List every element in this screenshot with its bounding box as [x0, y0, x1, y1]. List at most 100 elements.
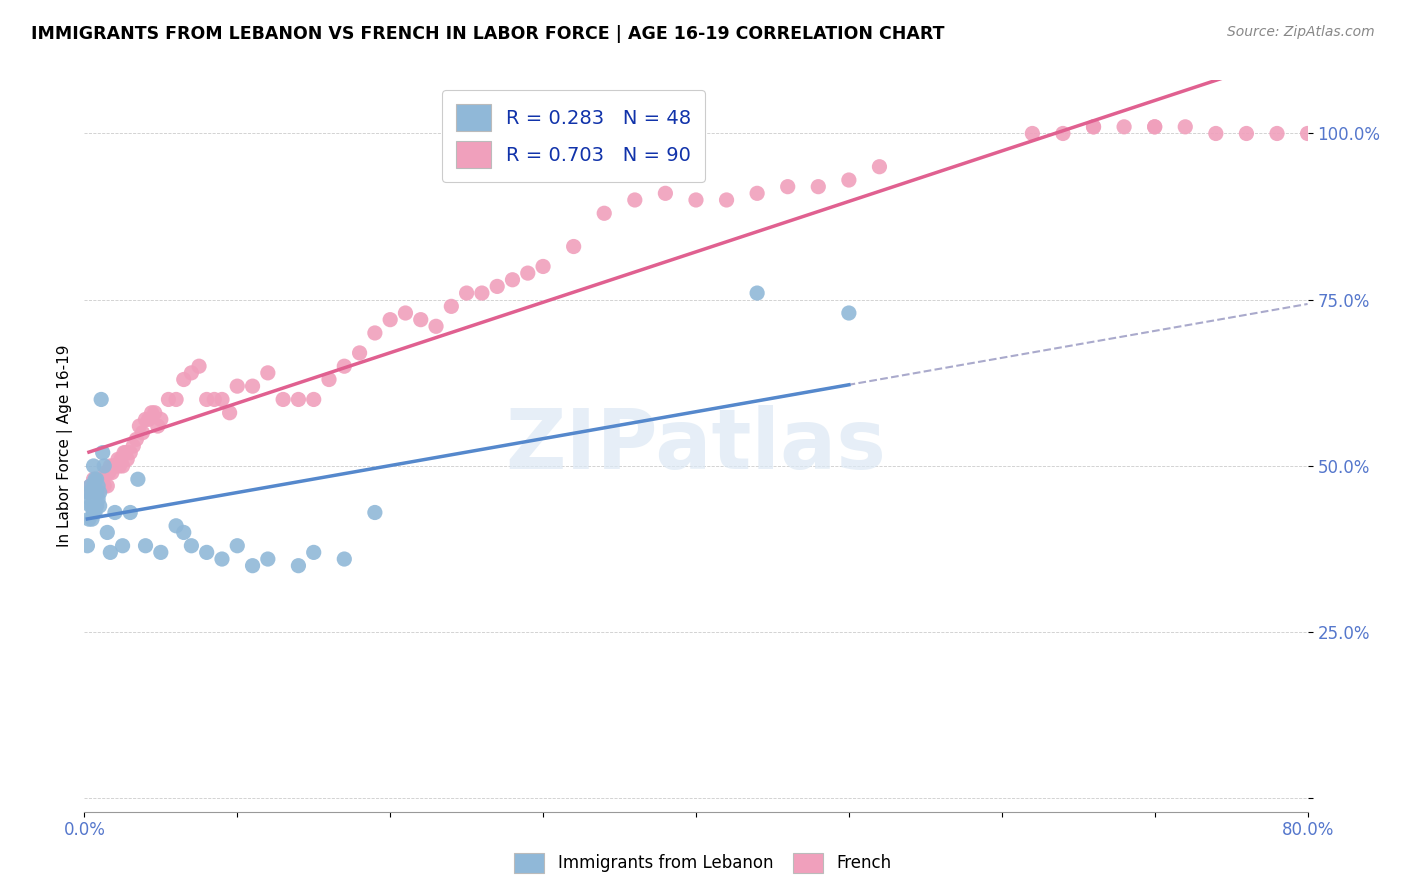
Point [1205, 127, 1227, 141]
Point [242, 379, 264, 393]
Point [79, 479, 101, 493]
Point [111, 539, 134, 553]
Point [87, 479, 110, 493]
Point [80, 499, 103, 513]
Point [77, 485, 100, 500]
Text: Source: ZipAtlas.com: Source: ZipAtlas.com [1227, 25, 1375, 39]
Point [120, 445, 142, 459]
Text: IMMIGRANTS FROM LEBANON VS FRENCH IN LABOR FORCE | AGE 16-19 CORRELATION CHART: IMMIGRANTS FROM LEBANON VS FRENCH IN LAB… [31, 25, 945, 43]
Point [776, 179, 799, 194]
Point [593, 206, 616, 220]
Point [83, 506, 105, 520]
Point [195, 392, 218, 407]
Point [1236, 127, 1258, 141]
Point [226, 539, 249, 553]
Point [1265, 127, 1288, 141]
Point [747, 186, 769, 201]
Point [89, 499, 111, 513]
Point [83, 458, 105, 473]
Point [456, 286, 478, 301]
Point [302, 545, 325, 559]
Point [333, 552, 356, 566]
Point [1083, 120, 1105, 134]
Point [135, 412, 157, 426]
Point [107, 452, 129, 467]
Point [84, 506, 107, 520]
Point [141, 406, 163, 420]
Point [716, 193, 738, 207]
Point [79, 479, 101, 493]
Legend: R = 0.283   N = 48, R = 0.703   N = 90: R = 0.283 N = 48, R = 0.703 N = 90 [443, 90, 704, 182]
Point [173, 525, 195, 540]
Point [97, 466, 120, 480]
Point [80, 512, 103, 526]
Point [302, 392, 325, 407]
Point [654, 186, 676, 201]
Point [1114, 120, 1136, 134]
Point [380, 312, 402, 326]
Point [146, 419, 169, 434]
Point [114, 445, 136, 459]
Point [98, 545, 121, 559]
Point [471, 286, 494, 301]
Point [104, 458, 127, 473]
Point [86, 479, 108, 493]
Point [149, 545, 172, 559]
Point [211, 552, 233, 566]
Point [79, 499, 101, 513]
Point [211, 392, 233, 407]
Point [104, 506, 127, 520]
Point [838, 173, 860, 187]
Point [90, 472, 112, 486]
Point [125, 433, 148, 447]
Point [242, 558, 264, 573]
Point [128, 419, 150, 434]
Point [1174, 120, 1197, 134]
Point [84, 472, 107, 486]
Point [226, 379, 249, 393]
Point [143, 406, 166, 420]
Point [91, 472, 114, 486]
Point [165, 518, 187, 533]
Text: ZIPatlas: ZIPatlas [506, 406, 886, 486]
Point [1143, 120, 1166, 134]
Point [869, 160, 891, 174]
Point [127, 472, 149, 486]
Point [486, 279, 509, 293]
Point [135, 539, 157, 553]
Point [93, 458, 115, 473]
Point [1143, 120, 1166, 134]
Point [287, 558, 309, 573]
Point [77, 512, 100, 526]
Point [685, 193, 707, 207]
Point [87, 485, 110, 500]
Point [83, 479, 105, 493]
Point [531, 260, 554, 274]
Point [103, 458, 125, 473]
Point [89, 485, 111, 500]
Point [440, 299, 463, 313]
Point [87, 492, 110, 507]
Point [86, 485, 108, 500]
Point [188, 359, 211, 374]
Point [364, 326, 387, 340]
Point [180, 366, 202, 380]
Point [131, 425, 153, 440]
Point [96, 525, 118, 540]
Point [94, 466, 117, 480]
Point [516, 266, 538, 280]
Point [257, 366, 280, 380]
Point [112, 445, 135, 459]
Point [122, 439, 145, 453]
Point [111, 458, 134, 473]
Point [747, 286, 769, 301]
Point [195, 545, 218, 559]
Point [138, 412, 160, 426]
Point [165, 392, 187, 407]
Point [86, 499, 108, 513]
Point [98, 458, 121, 473]
Point [96, 479, 118, 493]
Point [79, 492, 101, 507]
Y-axis label: In Labor Force | Age 16-19: In Labor Force | Age 16-19 [58, 344, 73, 548]
Point [80, 479, 103, 493]
